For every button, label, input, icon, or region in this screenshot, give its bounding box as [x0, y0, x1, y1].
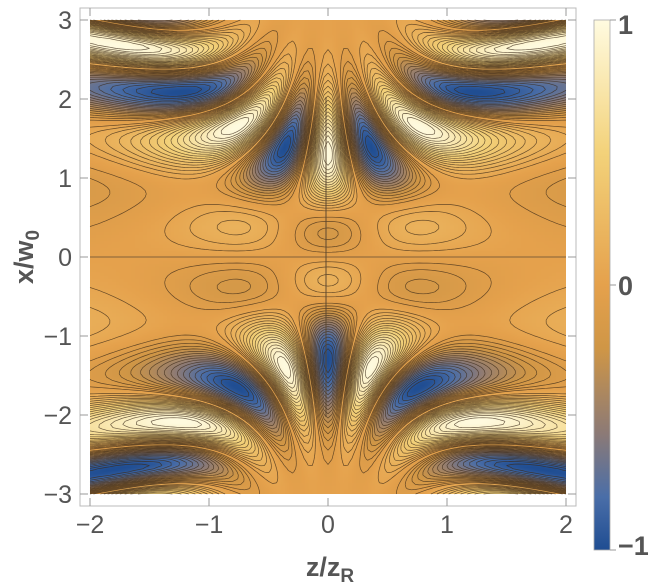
y-axis-label-base: x/w [9, 240, 39, 285]
svg-text:z/zR: z/zR [306, 552, 355, 587]
x-tick-label: −2 [76, 511, 105, 539]
plot-area [89, 19, 567, 495]
y-tick-label: 1 [58, 165, 72, 193]
y-axis-label-sub: 0 [23, 230, 44, 241]
colorbar-ticks: 1 0 −1 [610, 10, 649, 561]
contour-lines [89, 19, 567, 495]
y-tick-label: −1 [43, 323, 72, 351]
svg-text:x/w0: x/w0 [9, 230, 44, 284]
colorbar-gradient [593, 19, 611, 551]
y-tick-label: 2 [58, 86, 72, 114]
y-tick-label: 0 [58, 244, 72, 272]
x-axis-label-sub: R [340, 566, 354, 587]
colorbar-tick-label: 1 [618, 10, 633, 40]
colorbar: 1 0 −1 [593, 10, 649, 561]
x-axis-label: z/zR [306, 552, 355, 587]
x-axis-ticks: −2 −1 0 1 2 [76, 8, 573, 539]
colorbar-tick-label: 0 [618, 271, 633, 301]
contour-path [89, 19, 567, 495]
x-tick-label: 0 [321, 511, 335, 539]
x-tick-label: −1 [195, 511, 224, 539]
x-tick-label: 1 [440, 511, 454, 539]
x-axis-label-base: z/z [306, 552, 341, 582]
colorbar-tick-label: −1 [618, 531, 649, 561]
y-axis-ticks: −3 −2 −1 0 1 2 3 [43, 7, 576, 509]
y-tick-label: −2 [43, 402, 72, 430]
y-tick-label: −3 [43, 481, 72, 509]
y-axis-label: x/w0 [9, 230, 44, 284]
y-tick-label: 3 [58, 7, 72, 35]
x-tick-label: 2 [559, 511, 573, 539]
